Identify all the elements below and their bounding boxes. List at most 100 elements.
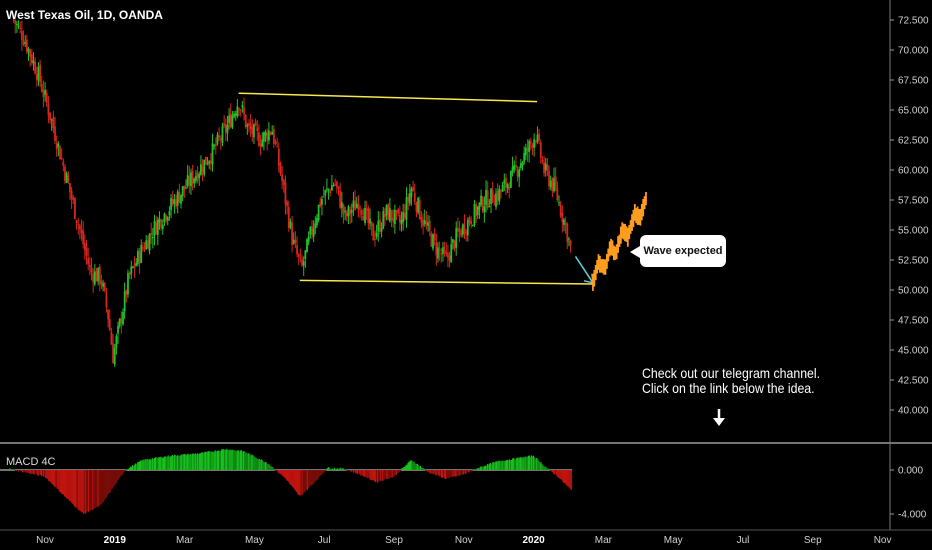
macd-bar [172,455,175,470]
macd-bar [505,460,507,470]
candle [59,145,61,160]
macd-bar [66,470,68,499]
macd-bar [470,470,472,472]
candle [326,178,328,193]
candle [211,133,214,172]
macd-bar [157,457,159,470]
macd-bar [357,470,359,475]
macd-bar [105,470,108,498]
macd-bar [552,470,555,474]
macd-bar [450,470,452,477]
macd-bar [413,461,415,470]
macd-bar [93,470,95,510]
macd-bar [67,470,69,499]
macd-bar [292,470,294,488]
macd-bar [436,470,438,475]
macd-bar [82,470,84,514]
macd-bar [476,468,478,470]
macd-bar [52,470,54,485]
candle [266,128,269,151]
macd-bar [90,470,92,511]
macd-bar [328,467,331,470]
macd-bar [542,465,544,470]
macd-bar [415,464,417,470]
candle [67,171,70,184]
candle [118,318,121,329]
macd-bar [371,470,373,481]
macd-bar [19,470,22,471]
macd-bar [411,460,413,470]
macd-bar [54,470,56,488]
candle [19,21,22,34]
macd-bar [303,470,305,493]
candle [145,235,148,250]
macd-bar [120,470,122,476]
macd-bar [12,469,14,470]
candle [274,138,277,146]
candle [327,188,330,200]
macd-indicator-label[interactable]: MACD 4C [6,456,56,468]
macd-bar [384,470,386,479]
candle [561,205,564,233]
macd-bar [28,470,30,473]
macd-bar [170,456,172,470]
macd-bar [30,470,32,475]
macd-bar [477,467,479,470]
candle [314,216,317,235]
macd-bar [78,470,80,511]
candle [445,242,448,257]
candle [17,20,20,30]
macd-bar [245,452,247,470]
cyan-arrow-icon [574,255,594,284]
macd-bar [70,470,72,502]
candle [181,185,184,202]
macd-bar [204,451,206,470]
candle [357,195,360,218]
macd-bar [233,450,235,470]
x-tick-label: 2020 [522,535,545,546]
candle [137,248,139,267]
macd-bar [10,469,12,470]
macd-bar [156,457,158,470]
candle [87,247,90,271]
macd-bar [91,470,93,510]
macd-bar [479,466,481,470]
candle [506,182,509,194]
candle [483,196,486,223]
macd-bar [569,470,571,489]
candle [407,193,410,211]
candle [355,196,358,209]
candle [243,97,245,121]
candle [513,160,516,174]
macd-bar [352,470,355,473]
candle [518,166,521,188]
candle [65,171,68,183]
candle [120,311,123,334]
candle [170,194,172,219]
arrow-down-icon [713,409,725,426]
candle [214,137,217,155]
candle [286,199,289,215]
macd-bar [392,470,394,478]
macd-bar [122,470,124,474]
candle [539,139,542,164]
macd-bar [51,470,53,484]
macd-bar [536,457,538,470]
candle [511,156,514,177]
candle [130,260,133,280]
macd-bar [180,455,182,470]
macd-bar [358,470,360,474]
macd-bar [311,470,313,486]
candle [82,221,85,249]
candle [186,165,189,189]
candle [77,218,80,235]
macd-bar [403,467,405,470]
macd-bar [169,456,171,470]
macd-bar [186,454,188,470]
candle [80,219,83,241]
candle [427,214,429,232]
macd-bar [9,468,11,470]
y-tick-label: 60.000 [898,166,929,177]
candle [173,193,176,214]
